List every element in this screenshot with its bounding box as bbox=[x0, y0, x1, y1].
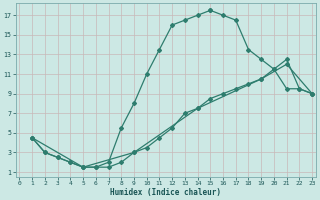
X-axis label: Humidex (Indice chaleur): Humidex (Indice chaleur) bbox=[110, 188, 221, 197]
